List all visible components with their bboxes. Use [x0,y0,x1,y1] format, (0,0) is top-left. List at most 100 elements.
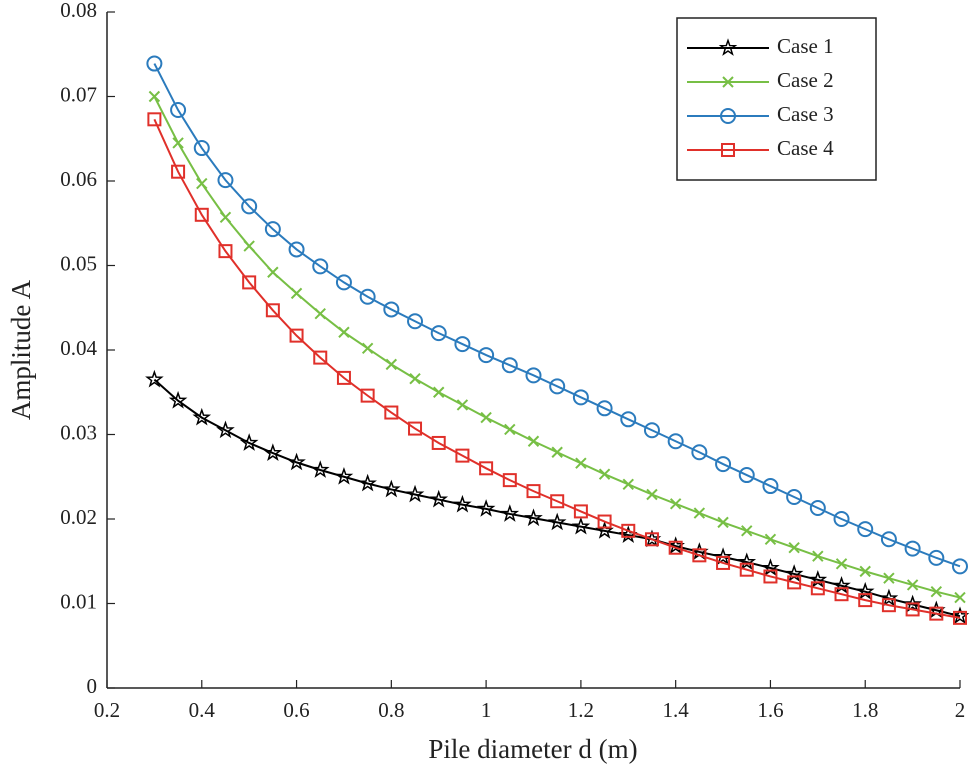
marker [737,552,757,571]
marker [879,588,899,607]
marker [312,258,329,275]
x-tick-label: 1.8 [852,698,878,722]
marker [453,494,472,513]
marker [146,55,163,72]
y-tick-label: 0.02 [60,505,97,529]
y-tick-label: 0.05 [60,251,97,275]
marker [550,494,565,509]
series [146,55,968,575]
marker [335,274,352,291]
marker [219,211,232,224]
marker [313,350,328,365]
marker [551,446,563,458]
marker [669,498,682,510]
y-tick-label: 0.08 [60,0,97,22]
marker [721,143,735,157]
marker [905,602,920,617]
marker [833,511,850,527]
marker [954,591,966,604]
marker [456,399,469,411]
marker [573,504,588,519]
marker [361,342,374,355]
marker [597,514,612,529]
series-line [153,63,961,568]
marker [360,388,375,403]
marker [358,473,377,492]
marker [929,606,944,621]
y-tick-label: 0.03 [60,420,97,444]
marker [145,369,164,388]
marker [620,411,637,428]
marker [216,420,235,439]
marker [336,370,351,385]
marker [786,489,803,506]
marker [478,347,495,364]
marker [930,585,943,598]
marker [288,241,305,258]
x-tick-label: 1.4 [663,698,690,722]
marker [504,423,516,436]
marker [953,610,967,625]
marker [741,525,753,537]
marker [762,478,779,495]
marker [812,550,824,562]
marker [716,555,731,570]
marker [287,452,306,471]
marker [859,565,871,578]
marker [217,172,234,189]
marker [738,467,755,484]
x-tick-label: 1 [481,698,492,722]
marker [383,301,400,318]
marker [170,102,187,119]
marker [334,466,354,485]
marker [408,421,423,436]
marker [643,422,660,439]
legend-box [676,17,877,181]
marker [433,386,445,398]
marker [526,484,541,499]
marker [385,358,398,371]
marker [172,137,184,149]
marker [264,221,281,238]
marker [455,448,470,463]
marker [524,508,543,527]
marker [667,433,684,450]
marker [409,373,421,385]
marker [338,326,350,338]
series-line [153,378,961,618]
marker [788,542,800,554]
marker [502,473,517,488]
marker [194,207,209,222]
marker [857,521,874,538]
marker [263,443,283,462]
marker [835,558,848,570]
x-tick-label: 0.8 [378,698,404,722]
x-tick-label: 0.6 [283,698,309,722]
marker [147,112,162,127]
marker [693,507,706,519]
marker [880,531,897,548]
marker [241,198,258,215]
y-tick-label: 0.06 [60,167,97,191]
marker [267,266,279,278]
marker [310,460,330,478]
x-tick-label: 2 [955,698,966,722]
marker [239,433,259,451]
marker [527,435,540,447]
marker [290,287,303,300]
marker [763,569,778,584]
x-tick-label: 1.6 [757,698,783,722]
marker [242,275,257,290]
marker [405,484,425,503]
marker [171,164,186,179]
marker [883,572,895,584]
legend-label: Case 4 [777,136,834,160]
x-tick-label: 0.2 [94,698,120,722]
marker [549,378,566,395]
y-axis-label: Amplitude A [6,279,36,420]
marker [384,405,399,420]
series [147,112,967,625]
marker [196,177,208,190]
marker [596,400,613,417]
marker [668,540,683,555]
